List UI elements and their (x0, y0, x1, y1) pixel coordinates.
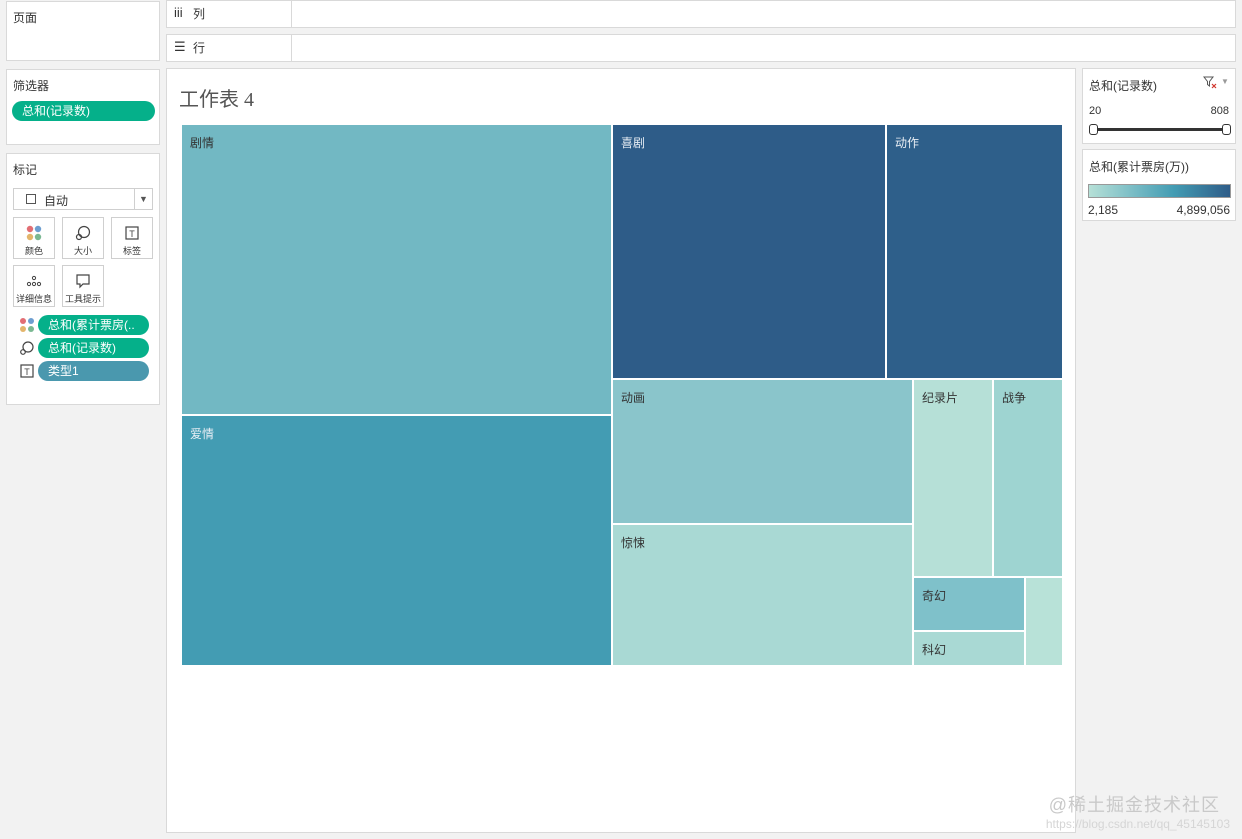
treemap-tile[interactable]: 喜剧 (612, 124, 886, 379)
filters-panel-title: 筛选器 (13, 79, 50, 93)
detail-button-label: 详细信息 (15, 294, 52, 304)
pages-panel-title: 页面 (13, 11, 38, 25)
label-icon: T (112, 224, 152, 246)
range-slider[interactable] (1089, 124, 1231, 135)
rows-shelf-text: 行 (193, 41, 206, 55)
tile-label: 惊悚 (621, 536, 646, 550)
color-pill-box-office[interactable]: 总和(累计票房(.. (38, 315, 149, 335)
columns-shelf-label: iii 列 (167, 1, 292, 27)
treemap-tile[interactable]: 纪录片 (913, 379, 993, 577)
detail-button[interactable]: 详细信息 (13, 265, 55, 307)
columns-icon: iii (174, 5, 183, 20)
label-button[interactable]: T 标签 (111, 217, 153, 259)
label-button-label: 标签 (122, 246, 141, 256)
color-dots-icon (14, 224, 54, 246)
treemap-tile[interactable]: 动作 (886, 124, 1063, 379)
mark-type-label: 自动 (44, 194, 69, 208)
chevron-down-icon[interactable]: ▼ (1221, 77, 1229, 86)
tile-label: 爱情 (190, 427, 215, 441)
size-icon (19, 340, 35, 359)
color-legend-max: 4,899,056 (1176, 203, 1230, 217)
treemap-chart: 剧情 爱情 喜剧 动作 动画 惊悚 纪录片 战争 奇幻 科幻 (181, 124, 1063, 666)
filter-max-value: 808 (1210, 105, 1229, 117)
color-legend-min: 2,185 (1088, 203, 1119, 217)
marks-panel: 标记 自动 ▼ 颜色 大小 T 标签 详细信息 工具提示 总和 (6, 153, 160, 405)
tooltip-button-label: 工具提示 (64, 294, 101, 304)
rows-icon: ☰ (174, 39, 186, 54)
filter-min-value: 20 (1089, 105, 1102, 117)
worksheet-view: 工作表 4 剧情 爱情 喜剧 动作 动画 惊悚 纪录片 战争 奇幻 科幻 (166, 68, 1076, 833)
treemap-tile[interactable]: 惊悚 (612, 524, 913, 666)
record-count-filter-card: 总和(记录数) ▼ 20 808 (1082, 68, 1236, 144)
tooltip-icon (63, 272, 103, 294)
treemap-tile[interactable]: 战争 (993, 379, 1063, 577)
filter-card-title: 总和(记录数) (1089, 79, 1157, 93)
svg-text:T: T (129, 229, 135, 239)
watermark: @稀土掘金技术社区 (1048, 795, 1220, 815)
marks-panel-title: 标记 (13, 163, 38, 177)
treemap-tile[interactable]: 奇幻 (913, 577, 1025, 631)
columns-shelf-text: 列 (193, 7, 206, 21)
rows-shelf-label: ☰ 行 (167, 35, 292, 61)
treemap-tile[interactable]: 动画 (612, 379, 913, 524)
watermark-url: https://blog.csdn.net/qq_45145103 (1045, 817, 1230, 831)
tile-label: 剧情 (190, 136, 215, 150)
slider-handle-min[interactable] (1089, 124, 1098, 135)
tile-label: 纪录片 (922, 391, 959, 405)
chevron-down-icon: ▼ (134, 189, 152, 209)
columns-shelf[interactable]: iii 列 (166, 0, 1236, 28)
color-button-label: 颜色 (24, 246, 43, 256)
size-icon (63, 224, 103, 246)
svg-text:T: T (24, 367, 30, 377)
tooltip-button[interactable]: 工具提示 (62, 265, 104, 307)
treemap-tile[interactable]: 剧情 (181, 124, 612, 415)
size-pill-record-count[interactable]: 总和(记录数) (38, 338, 149, 358)
filter-clear-icon[interactable] (1202, 75, 1217, 92)
filter-pill-record-count[interactable]: 总和(记录数) (12, 101, 155, 121)
color-dots-icon (19, 317, 35, 336)
tile-label: 动作 (895, 136, 920, 150)
detail-icon (14, 272, 54, 294)
sheet-title: 工作表 4 (179, 89, 254, 111)
tile-label: 奇幻 (922, 589, 947, 603)
color-button[interactable]: 颜色 (13, 217, 55, 259)
size-button[interactable]: 大小 (62, 217, 104, 259)
slider-handle-max[interactable] (1222, 124, 1231, 135)
filters-panel: 筛选器 总和(记录数) (6, 69, 160, 145)
treemap-tile[interactable]: 科幻 (913, 631, 1025, 666)
color-gradient-bar (1088, 184, 1231, 198)
tile-label: 战争 (1002, 391, 1027, 405)
mark-type-dropdown[interactable]: 自动 ▼ (13, 188, 153, 210)
rows-shelf[interactable]: ☰ 行 (166, 34, 1236, 62)
size-button-label: 大小 (73, 246, 92, 256)
treemap-tile[interactable] (1025, 577, 1063, 666)
color-legend-title: 总和(累计票房(万)) (1089, 160, 1189, 174)
treemap-tile[interactable]: 爱情 (181, 415, 612, 666)
tile-label: 喜剧 (621, 136, 646, 150)
tile-label: 科幻 (922, 643, 947, 657)
label-icon: T (19, 363, 35, 382)
color-legend-card: 总和(累计票房(万)) 2,185 4,899,056 (1082, 149, 1236, 221)
tile-label: 动画 (621, 391, 646, 405)
pages-panel[interactable]: 页面 (6, 1, 160, 61)
mark-type-icon (26, 194, 36, 204)
label-pill-type[interactable]: 类型1 (38, 361, 149, 381)
